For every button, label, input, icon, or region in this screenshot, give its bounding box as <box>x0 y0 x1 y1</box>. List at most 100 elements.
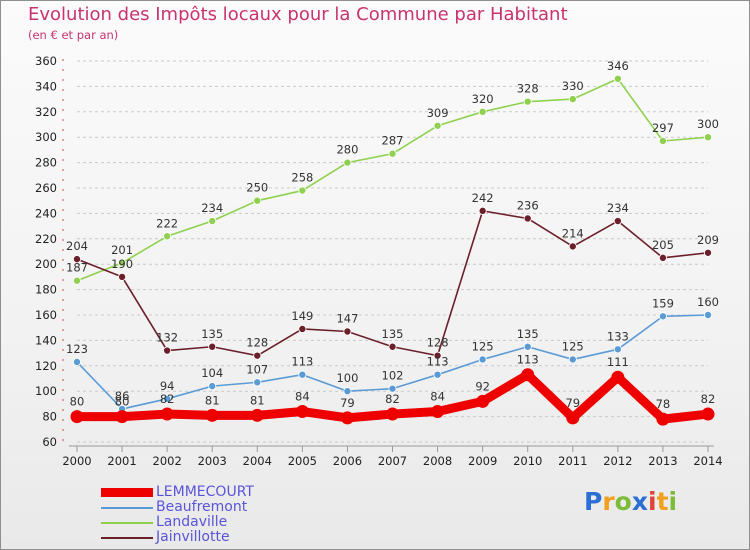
data-label-landaville-2007: 287 <box>382 134 404 148</box>
data-label-lemmecourt-2010: 113 <box>517 353 539 367</box>
point-beaufremont-2011 <box>568 355 577 364</box>
data-label-landaville-2013: 297 <box>652 121 674 135</box>
data-label-lemmecourt-2012: 111 <box>607 355 629 369</box>
data-label-landaville-2009: 320 <box>472 92 494 106</box>
chart-subtitle: (en € et par an) <box>28 28 119 42</box>
point-lemmecourt-2011 <box>566 411 580 425</box>
point-lemmecourt-2014 <box>701 407 715 421</box>
data-label-landaville-2000: 187 <box>66 261 88 275</box>
data-label-landaville-2002: 222 <box>156 216 178 230</box>
series-line-landaville <box>76 77 709 282</box>
x-tick-label-2013: 2013 <box>648 454 677 468</box>
point-beaufremont-2003 <box>208 382 217 391</box>
y-tick-label-240: 240 <box>35 206 57 220</box>
data-label-beaufremont-2012: 133 <box>607 329 629 343</box>
point-lemmecourt-2001 <box>115 410 129 424</box>
legend-swatch-landaville <box>101 522 153 524</box>
data-label-beaufremont-2001: 86 <box>115 389 130 403</box>
data-label-jainvillotte-2003: 135 <box>201 327 223 341</box>
point-beaufremont-2004 <box>253 378 262 387</box>
point-beaufremont-2007 <box>388 384 397 393</box>
data-label-lemmecourt-2008: 84 <box>430 390 445 404</box>
data-label-jainvillotte-2009: 242 <box>472 191 494 205</box>
point-lemmecourt-2003 <box>205 408 219 422</box>
x-tick-label-2004: 2004 <box>243 454 272 468</box>
legend-swatch-lemmecourt <box>101 488 153 497</box>
data-label-lemmecourt-2014: 82 <box>701 392 716 406</box>
data-label-landaville-2006: 280 <box>336 143 358 157</box>
point-lemmecourt-2007 <box>386 407 399 421</box>
data-label-lemmecourt-2005: 84 <box>295 390 310 404</box>
y-tick-label-100: 100 <box>35 384 57 398</box>
data-label-jainvillotte-2007: 135 <box>382 327 404 341</box>
y-tick-label-80: 80 <box>42 410 57 424</box>
data-label-lemmecourt-2007: 82 <box>385 392 400 406</box>
data-label-jainvillotte-2013: 205 <box>652 238 674 252</box>
x-tick-label-2002: 2002 <box>153 454 182 468</box>
y-tick-label-200: 200 <box>35 257 57 271</box>
point-landaville-2014 <box>704 133 713 142</box>
data-label-lemmecourt-2002: 82 <box>160 392 175 406</box>
x-tick-label-2010: 2010 <box>513 454 542 468</box>
data-label-lemmecourt-2006: 79 <box>340 396 355 410</box>
point-landaville-2002 <box>163 232 172 241</box>
y-tick-label-300: 300 <box>35 130 57 144</box>
data-label-landaville-2005: 258 <box>291 171 313 185</box>
point-beaufremont-2000 <box>73 357 82 366</box>
point-jainvillotte-2001 <box>118 272 127 281</box>
point-jainvillotte-2002 <box>163 346 172 355</box>
point-landaville-2004 <box>253 196 262 205</box>
data-label-jainvillotte-2014: 209 <box>697 233 719 247</box>
point-lemmecourt-2006 <box>340 411 354 425</box>
y-tick-label-180: 180 <box>35 283 57 297</box>
point-jainvillotte-2014 <box>704 248 713 257</box>
point-beaufremont-2014 <box>704 310 713 319</box>
logo-letter-0: P <box>584 487 603 516</box>
data-label-beaufremont-2006: 100 <box>336 371 358 385</box>
data-label-beaufremont-2009: 125 <box>472 339 494 353</box>
legend-swatch-jainvillotte <box>101 537 153 539</box>
point-landaville-2001 <box>118 258 127 267</box>
legend-label-lemmecourt: LEMMECOURT <box>156 484 254 500</box>
x-tick-label-2009: 2009 <box>468 454 497 468</box>
x-tick-label-2014: 2014 <box>693 454 722 468</box>
data-label-jainvillotte-2010: 236 <box>517 198 539 212</box>
data-label-beaufremont-2014: 160 <box>697 295 719 309</box>
point-beaufremont-2002 <box>163 394 172 403</box>
data-label-lemmecourt-2011: 79 <box>565 396 580 410</box>
data-label-beaufremont-2004: 107 <box>246 362 268 376</box>
y-tick-label-340: 340 <box>35 79 57 93</box>
y-tick-label-160: 160 <box>35 308 57 322</box>
data-label-landaville-2010: 328 <box>517 82 539 96</box>
point-jainvillotte-2013 <box>658 253 667 262</box>
data-label-beaufremont-2010: 135 <box>517 327 539 341</box>
data-label-landaville-2001: 201 <box>111 243 133 257</box>
point-beaufremont-2006 <box>343 387 352 396</box>
y-tick-label-280: 280 <box>35 156 57 170</box>
x-tick-label-2007: 2007 <box>378 454 407 468</box>
data-label-lemmecourt-2004: 81 <box>250 393 265 407</box>
y-tick-label-120: 120 <box>35 359 57 373</box>
data-label-beaufremont-2002: 94 <box>160 379 175 393</box>
proxiti-logo: Proxiti <box>584 487 677 516</box>
point-landaville-2011 <box>568 95 577 104</box>
point-landaville-2009 <box>478 107 487 116</box>
data-label-lemmecourt-2000: 80 <box>70 395 85 409</box>
data-label-landaville-2011: 330 <box>562 79 584 93</box>
point-lemmecourt-2013 <box>656 412 670 426</box>
x-tick-label-2001: 2001 <box>107 454 136 468</box>
data-label-beaufremont-2000: 123 <box>66 342 88 356</box>
point-lemmecourt-2004 <box>250 408 264 422</box>
point-beaufremont-2013 <box>658 312 667 321</box>
point-landaville-2000 <box>73 276 82 285</box>
point-jainvillotte-2008 <box>433 351 442 360</box>
data-label-lemmecourt-2009: 92 <box>475 379 490 393</box>
logo-letter-3: x <box>631 487 648 516</box>
point-lemmecourt-2002 <box>160 407 174 421</box>
x-tick-label-2008: 2008 <box>423 454 452 468</box>
legend-label-landaville: Landaville <box>156 514 228 530</box>
point-landaville-2012 <box>613 74 622 83</box>
point-beaufremont-2012 <box>613 345 622 354</box>
data-label-lemmecourt-2003: 81 <box>205 393 220 407</box>
